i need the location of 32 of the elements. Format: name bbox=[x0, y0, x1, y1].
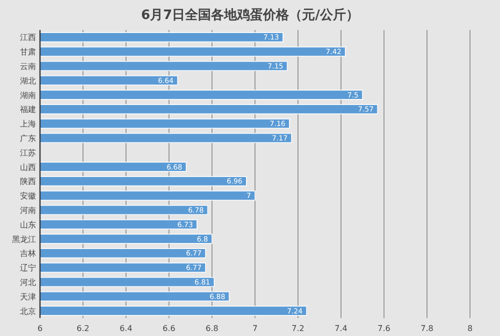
y-tick-label: 安徽 bbox=[20, 192, 36, 201]
y-tick-label: 山东 bbox=[20, 220, 36, 230]
y-tick-label: 河南 bbox=[20, 206, 36, 215]
y-tick-label: 陕西 bbox=[20, 177, 36, 186]
x-tick-label: 6 bbox=[37, 324, 43, 333]
x-tick-label: 7.4 bbox=[334, 324, 348, 333]
y-tick-label: 甘肃 bbox=[20, 48, 36, 57]
x-tick-label: 6.2 bbox=[76, 324, 90, 333]
x-tick-label: 7.2 bbox=[292, 324, 304, 333]
y-tick-label: 云南 bbox=[20, 62, 36, 71]
y-tick-label: 山西 bbox=[20, 162, 36, 172]
y-tick-label: 江苏 bbox=[20, 148, 36, 158]
x-tick-label: 7.6 bbox=[378, 324, 390, 333]
chart-title: 6月7日全国各地鸡蛋价格（元/公斤） bbox=[141, 7, 359, 23]
x-tick-label: 6.8 bbox=[206, 324, 218, 333]
x-tick-label: 6.4 bbox=[120, 324, 132, 333]
x-tick-label: 8 bbox=[467, 324, 473, 333]
y-tick-label: 天津 bbox=[20, 292, 36, 302]
y-tick-label: 上海 bbox=[20, 120, 36, 129]
y-tick-label: 辽宁 bbox=[20, 264, 36, 273]
y-tick-label: 北京 bbox=[20, 306, 36, 316]
x-tick-label: 7.8 bbox=[420, 324, 434, 333]
y-tick-label: 吉林 bbox=[20, 249, 36, 258]
y-tick-label: 湖北 bbox=[20, 76, 36, 86]
y-tick-label: 广东 bbox=[20, 134, 36, 143]
x-tick-label: 6.6 bbox=[162, 324, 176, 333]
y-tick-label: 江西 bbox=[20, 33, 36, 42]
y-tick-label: 福建 bbox=[20, 105, 36, 114]
y-tick-label: 湖南 bbox=[20, 90, 36, 100]
y-tick-label: 河北 bbox=[20, 278, 36, 287]
x-tick-label: 7 bbox=[252, 324, 258, 333]
y-tick-label: 黑龙江 bbox=[12, 234, 36, 244]
